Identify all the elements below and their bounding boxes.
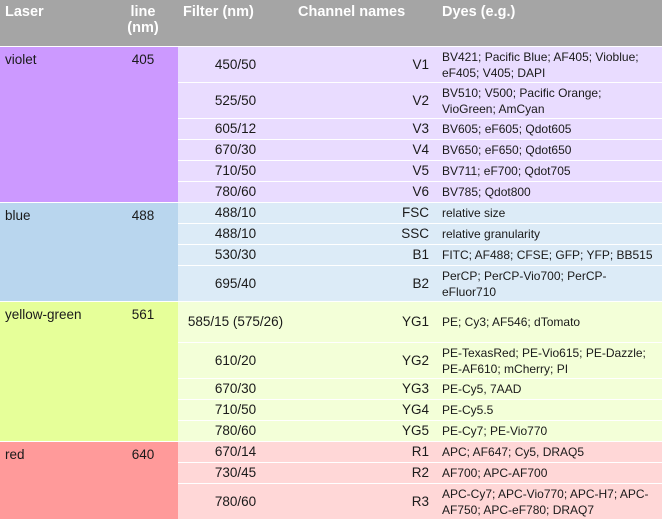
table-row: violet 405 450/50 V1 BV421; Pacific Blue… bbox=[0, 46, 662, 203]
channel-cell: YG1 bbox=[293, 301, 437, 343]
dyes-cell: BV650; eF650; Qdot650 bbox=[437, 139, 662, 161]
laser-line: 488 bbox=[108, 202, 178, 302]
dyes-cell: relative granularity bbox=[437, 223, 662, 245]
filter-cell: 780/60 bbox=[178, 181, 293, 203]
dyes-cell: BV510; V500; Pacific Orange; VioGreen; A… bbox=[437, 82, 662, 119]
channel-cell: V1 bbox=[293, 46, 437, 83]
channel-cell: YG3 bbox=[293, 378, 437, 400]
laser-name: blue bbox=[0, 202, 108, 302]
dyes-cell: BV711; eF700; Qdot705 bbox=[437, 160, 662, 182]
dyes-cell: BV421; Pacific Blue; AF405; Vioblue; eF4… bbox=[437, 46, 662, 83]
table-row: 730/45 R2 AF700; APC-AF700 bbox=[0, 462, 662, 484]
filter-cell: 530/30 bbox=[178, 244, 293, 266]
channel-cell: FSC bbox=[293, 202, 437, 224]
laser-name: yellow-green bbox=[0, 301, 108, 442]
channel-cell: YG4 bbox=[293, 399, 437, 421]
table-row: 605/12 V3 BV605; eF605; Qdot605 bbox=[0, 118, 662, 140]
laser-name: violet bbox=[0, 46, 108, 203]
table-row: 710/50 YG4 PE-Cy5.5 bbox=[0, 399, 662, 421]
dyes-cell: PerCP; PerCP-Vio700; PerCP-eFluor710 bbox=[437, 265, 662, 302]
filter-cell: 605/12 bbox=[178, 118, 293, 140]
header-laser: Laser bbox=[0, 0, 108, 47]
channel-cell: B1 bbox=[293, 244, 437, 266]
channel-cell: R2 bbox=[293, 462, 437, 484]
table-row: red 640 670/14 R1 APC; AF647; Cy5, DRAQ5 bbox=[0, 441, 662, 520]
table-row: 610/20 YG2 PE-TexasRed; PE-Vio615; PE-Da… bbox=[0, 342, 662, 379]
channel-cell: SSC bbox=[293, 223, 437, 245]
laser-group-yellow-green: yellow-green 561 585/15 (575/26) YG1 PE;… bbox=[0, 301, 662, 442]
channel-cell: B2 bbox=[293, 265, 437, 302]
filter-cell: 695/40 bbox=[178, 265, 293, 302]
table-row: 780/60 V6 BV785; Qdot800 bbox=[0, 181, 662, 203]
table-row: 710/50 V5 BV711; eF700; Qdot705 bbox=[0, 160, 662, 182]
dyes-cell: APC-Cy7; APC-Vio770; APC-H7; APC-AF750; … bbox=[437, 483, 662, 520]
laser-name: red bbox=[0, 441, 108, 520]
channel-cell: V4 bbox=[293, 139, 437, 161]
channel-cell: V3 bbox=[293, 118, 437, 140]
header-line: line (nm) bbox=[108, 0, 178, 47]
table-row: yellow-green 561 585/15 (575/26) YG1 PE;… bbox=[0, 301, 662, 442]
dyes-cell: PE-TexasRed; PE-Vio615; PE-Dazzle; PE-AF… bbox=[437, 342, 662, 379]
table-row: 670/30 YG3 PE-Cy5, 7AAD bbox=[0, 378, 662, 400]
filter-cell: 780/60 bbox=[178, 420, 293, 442]
laser-line: 640 bbox=[108, 441, 178, 520]
table-row: 488/10 SSC relative granularity bbox=[0, 223, 662, 245]
header-filter: Filter (nm) bbox=[178, 0, 293, 47]
dyes-cell: PE-Cy7; PE-Vio770 bbox=[437, 420, 662, 442]
table-row: 695/40 B2 PerCP; PerCP-Vio700; PerCP-eFl… bbox=[0, 265, 662, 302]
filter-cell: 585/15 (575/26) bbox=[178, 301, 293, 343]
filter-cell: 780/60 bbox=[178, 483, 293, 520]
dyes-cell: relative size bbox=[437, 202, 662, 224]
dyes-cell: AF700; APC-AF700 bbox=[437, 462, 662, 484]
table-row: 780/60 R3 APC-Cy7; APC-Vio770; APC-H7; A… bbox=[0, 483, 662, 520]
table-row: 670/30 V4 BV650; eF650; Qdot650 bbox=[0, 139, 662, 161]
dyes-cell: BV785; Qdot800 bbox=[437, 181, 662, 203]
dyes-cell: FITC; AF488; CFSE; GFP; YFP; BB515 bbox=[437, 244, 662, 266]
filter-cell: 610/20 bbox=[178, 342, 293, 379]
channel-cell: YG2 bbox=[293, 342, 437, 379]
dyes-cell: BV605; eF605; Qdot605 bbox=[437, 118, 662, 140]
filter-cell: 670/30 bbox=[178, 378, 293, 400]
table-row: blue 488 488/10 FSC relative size bbox=[0, 202, 662, 302]
table-row: 525/50 V2 BV510; V500; Pacific Orange; V… bbox=[0, 82, 662, 119]
laser-group-red: red 640 670/14 R1 APC; AF647; Cy5, DRAQ5… bbox=[0, 441, 662, 520]
channel-cell: V6 bbox=[293, 181, 437, 203]
filter-cell: 670/14 bbox=[178, 441, 293, 463]
filter-cell: 525/50 bbox=[178, 82, 293, 119]
laser-group-blue: blue 488 488/10 FSC relative size 488/10… bbox=[0, 202, 662, 302]
channel-cell: V2 bbox=[293, 82, 437, 119]
channel-cell: V5 bbox=[293, 160, 437, 182]
laser-line: 405 bbox=[108, 46, 178, 203]
dyes-cell: PE-Cy5.5 bbox=[437, 399, 662, 421]
laser-group-violet: violet 405 450/50 V1 BV421; Pacific Blue… bbox=[0, 46, 662, 203]
filter-cell: 710/50 bbox=[178, 399, 293, 421]
dyes-cell: PE-Cy5, 7AAD bbox=[437, 378, 662, 400]
header-channel-names: Channel names bbox=[293, 0, 437, 47]
channel-cell: R3 bbox=[293, 483, 437, 520]
dyes-cell: PE; Cy3; AF546; dTomato bbox=[437, 301, 662, 343]
channel-cell: R1 bbox=[293, 441, 437, 463]
laser-line: 561 bbox=[108, 301, 178, 442]
header-dyes: Dyes (e.g.) bbox=[437, 0, 662, 47]
dyes-cell: APC; AF647; Cy5, DRAQ5 bbox=[437, 441, 662, 463]
filter-cell: 710/50 bbox=[178, 160, 293, 182]
table-row: 780/60 YG5 PE-Cy7; PE-Vio770 bbox=[0, 420, 662, 442]
table-row: 530/30 B1 FITC; AF488; CFSE; GFP; YFP; B… bbox=[0, 244, 662, 266]
filter-cell: 730/45 bbox=[178, 462, 293, 484]
filter-cell: 450/50 bbox=[178, 46, 293, 83]
filter-cell: 670/30 bbox=[178, 139, 293, 161]
filter-cell: 488/10 bbox=[178, 223, 293, 245]
header-row: Laser line (nm) Filter (nm) Channel name… bbox=[0, 0, 662, 47]
filter-cell: 488/10 bbox=[178, 202, 293, 224]
channel-cell: YG5 bbox=[293, 420, 437, 442]
